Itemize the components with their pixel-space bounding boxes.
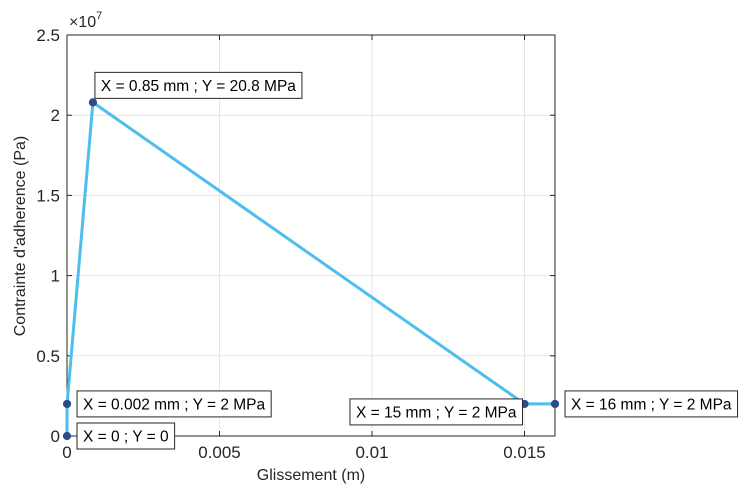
y-tick-label: 2	[51, 106, 60, 125]
annotation-text: X = 15 mm ; Y = 2 MPa	[356, 404, 517, 421]
y-exponent-label: ×107	[69, 10, 102, 31]
annotation-box	[76, 390, 272, 418]
x-axis-title: Glissement (m)	[257, 467, 365, 484]
y-tick-label: 1	[51, 267, 60, 286]
data-point	[62, 431, 72, 441]
annotation-box	[76, 422, 176, 450]
plot-frame	[66, 34, 556, 437]
x-tick-label: 0.01	[355, 443, 388, 462]
annotation-box	[94, 71, 303, 99]
x-tick-label: 0.005	[198, 443, 241, 462]
annotation-text: X = 0.002 mm ; Y = 2 MPa	[83, 396, 265, 413]
annotation-text: X = 0.85 mm ; Y = 20.8 MPa	[101, 78, 296, 95]
y-tick-label: 2.5	[36, 26, 60, 45]
y-exponent-power: 7	[96, 10, 102, 22]
ticks: 0 0.005 0.01 0.015 0 0.5 1 1.5 2 2.5	[36, 26, 555, 462]
annotation: X = 0.85 mm ; Y = 20.8 MPa	[94, 71, 303, 99]
data-point	[550, 399, 560, 409]
annotation: X = 15 mm ; Y = 2 MPa	[349, 398, 523, 426]
data-point	[88, 98, 98, 107]
y-tick-label: 0	[51, 427, 60, 446]
y-tick-label: 0.5	[36, 347, 60, 366]
data-point	[62, 399, 72, 409]
annotation-text: X = 0 ; Y = 0	[83, 429, 169, 446]
annotation-text: X = 16 mm ; Y = 2 MPa	[571, 396, 732, 413]
x-tick-label: 0	[62, 443, 71, 462]
annotation: X = 0.002 mm ; Y = 2 MPa	[76, 390, 272, 418]
y-exponent-base: ×10	[69, 14, 96, 31]
y-axis-title: Contrainte d'adherence (Pa)	[12, 136, 29, 337]
annotation-box	[564, 390, 739, 418]
annotations: X = 0 ; Y = 0 X = 0.002 mm ; Y = 2 MPa X =…	[76, 71, 739, 450]
annotation: X = 16 mm ; Y = 2 MPa	[564, 390, 739, 418]
x-tick-label: 0.015	[503, 443, 546, 462]
y-tick-label: 1.5	[36, 186, 60, 205]
annotation: X = 0 ; Y = 0	[76, 422, 176, 450]
annotation-box	[349, 398, 523, 426]
